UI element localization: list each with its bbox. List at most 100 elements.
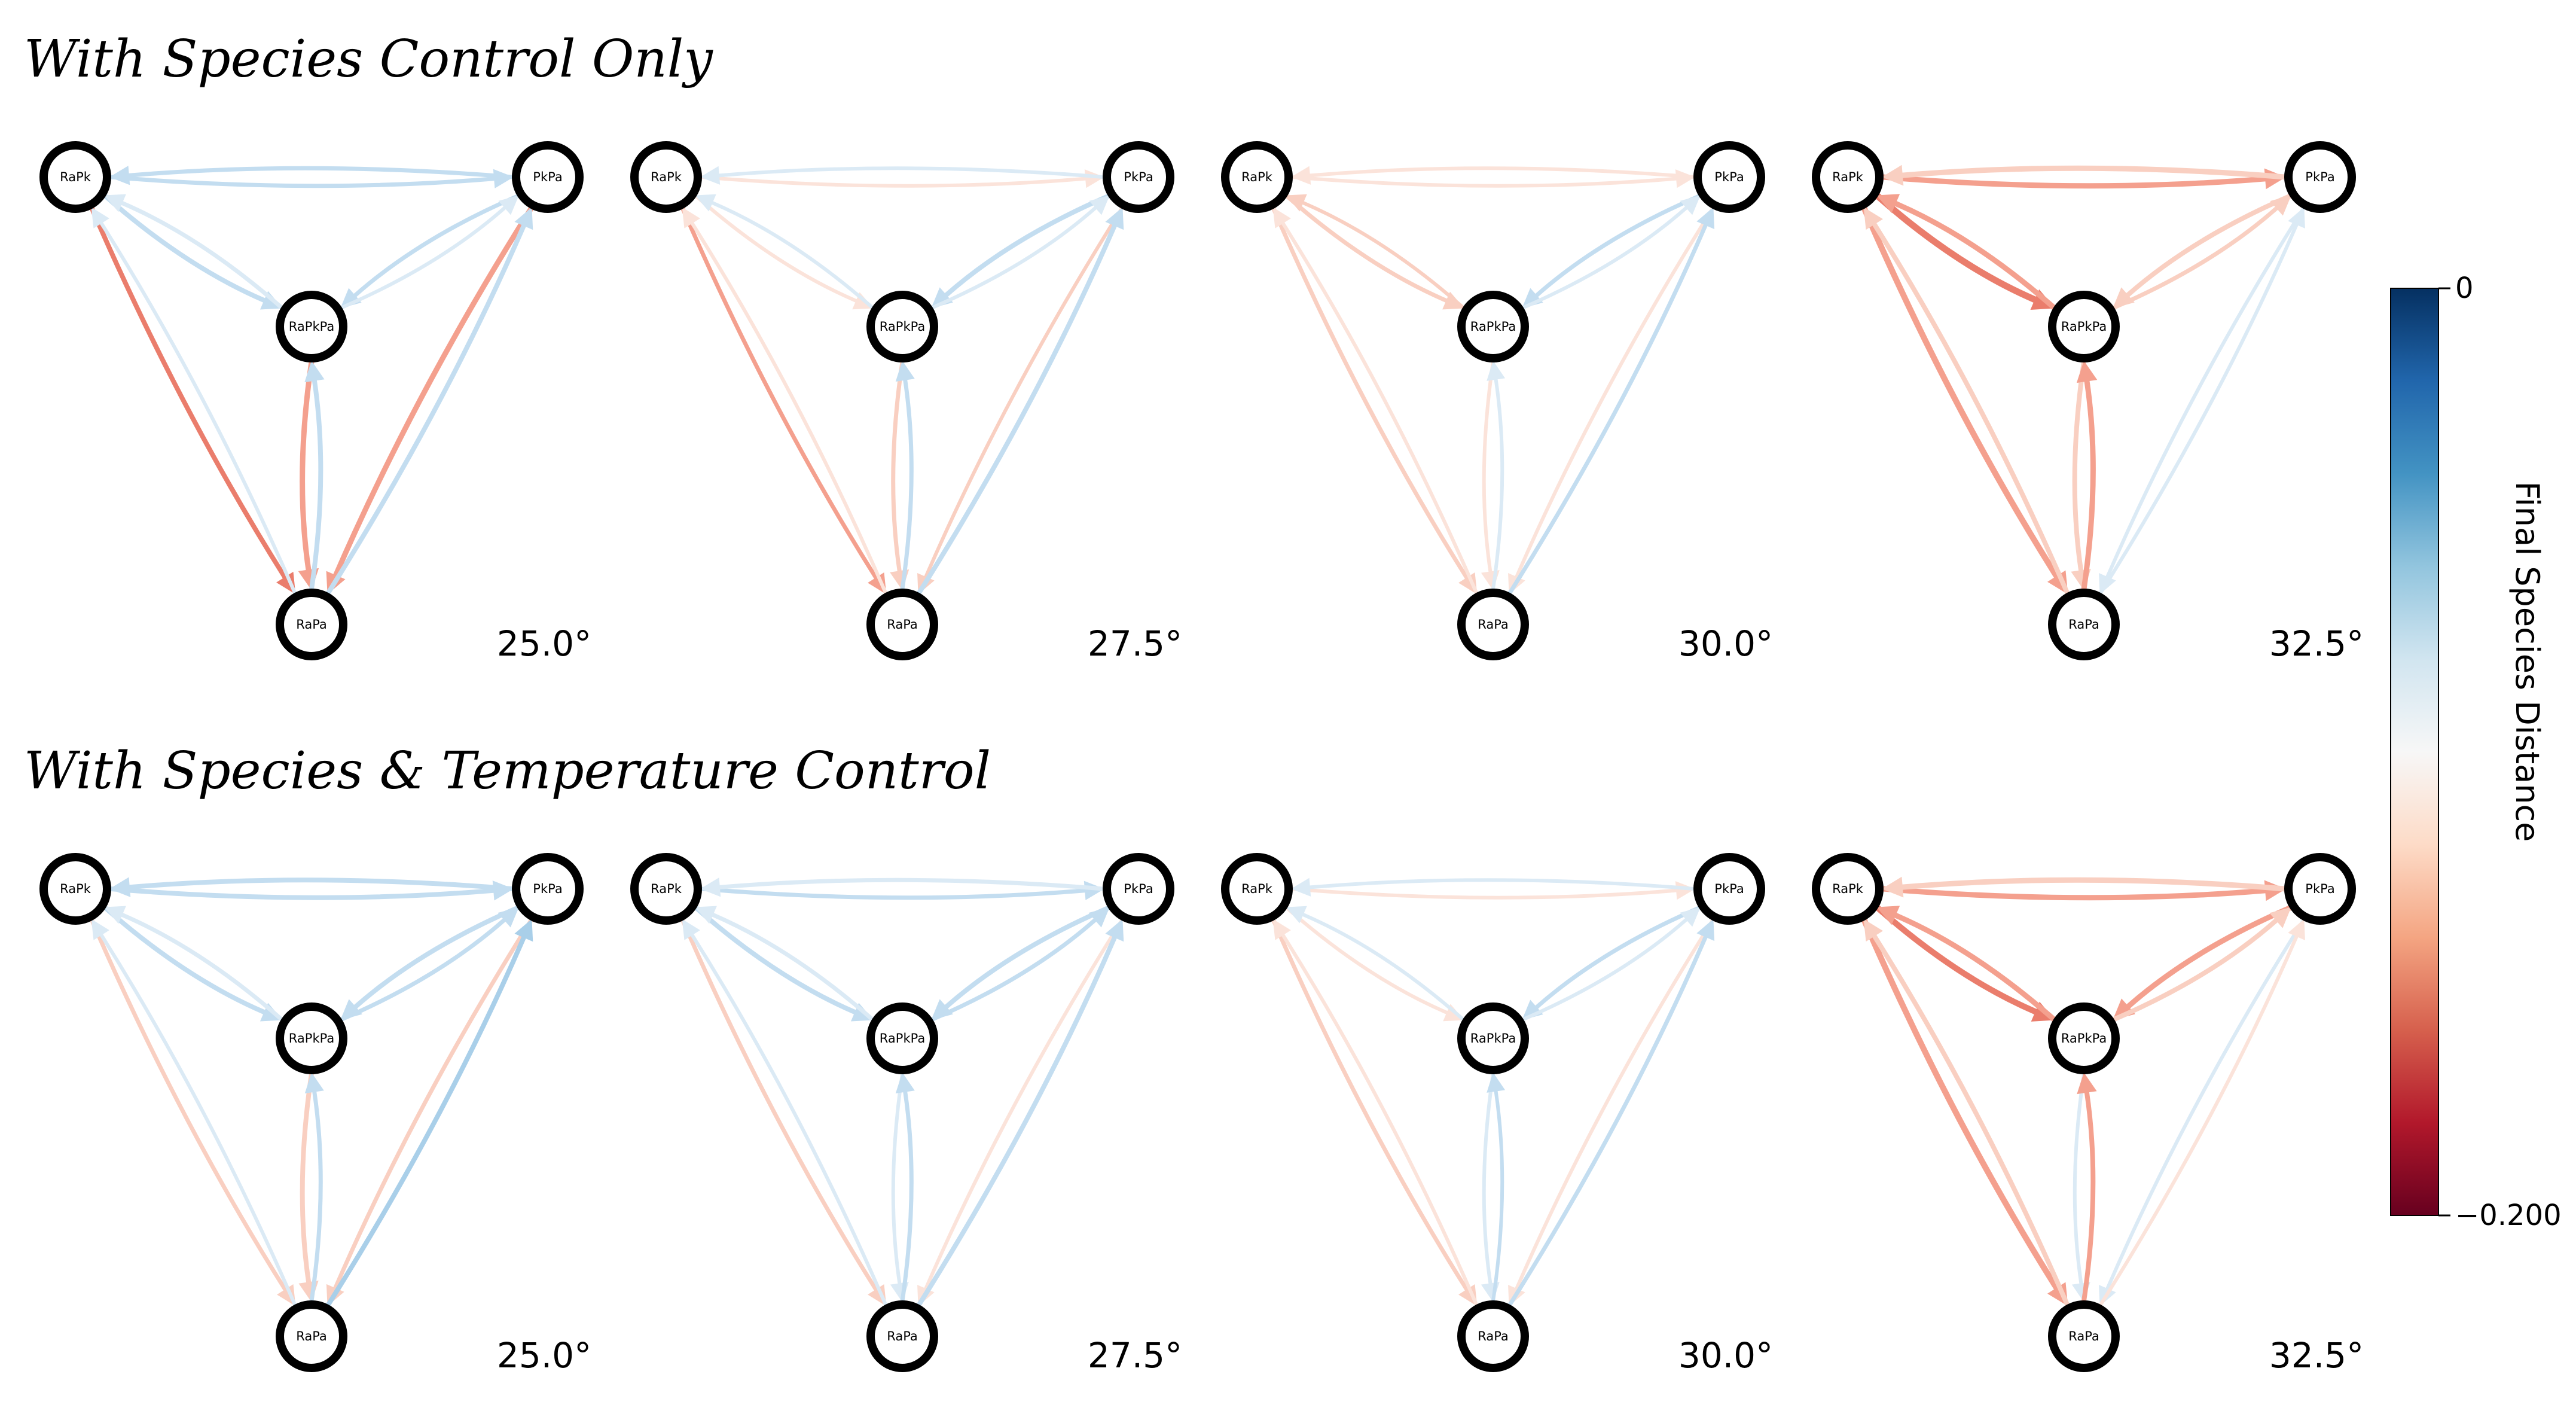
node-label: RaPk [1241, 882, 1273, 896]
edge-rapa-to-pkpa [325, 919, 533, 1308]
edge-pkpa-to-rapkpa-line [353, 905, 521, 1010]
edge-rapkpa-to-rapk-head [104, 906, 126, 924]
edge-pkpa-to-rapkpa [2113, 905, 2293, 1020]
edge-rapk-to-rapa-line [680, 206, 878, 580]
edge-pkpa-to-rapkpa [340, 905, 521, 1020]
node-circle [39, 141, 111, 213]
node-circle [2048, 589, 2120, 660]
edge-rapa-to-pkpa-head [1696, 207, 1715, 230]
node-rapa: RaPa [276, 589, 347, 660]
edge-rapkpa-to-pkpa-line [930, 206, 1097, 310]
edge-pkpa-to-rapkpa [931, 905, 1112, 1020]
node-rapk: RaPk [630, 853, 702, 925]
edge-pkpa-to-rapkpa [2113, 193, 2293, 309]
temperature-label: 25.0° [497, 1335, 591, 1376]
edge-rapk-to-rapkpa-line [693, 905, 857, 1015]
node-circle [1693, 853, 1765, 925]
node-circle [276, 589, 347, 660]
edge-pkpa-to-rapa-line [333, 918, 533, 1290]
edge-rapkpa-to-rapa-line [891, 1072, 904, 1285]
edge-rapk-to-rapa-line [1861, 205, 2060, 580]
edge-rapa-to-rapk [91, 919, 297, 1307]
edge-rapkpa-to-pkpa-line [1521, 918, 1688, 1022]
edge-rapa-to-rapk [91, 207, 297, 595]
node-rapkpa: RaPkPa [1457, 1002, 1529, 1074]
node-label: PkPa [1714, 882, 1744, 896]
edge-rapkpa-to-pkpa [339, 195, 519, 310]
node-label: RaPa [2068, 1329, 2099, 1343]
edge-rapkpa-to-rapk [695, 906, 875, 1022]
edge-pkpa-to-rapk-head [1291, 166, 1311, 185]
edge-pkpa-to-rapa-line [1515, 918, 1715, 1291]
edge-rapa-to-rapk [682, 919, 888, 1307]
edge-pkpa-to-rapkpa [340, 194, 520, 309]
edge-rapa-to-rapkpa-line [309, 1090, 323, 1303]
edge-rapa-to-rapkpa-line [309, 378, 323, 592]
temperature-label: 27.5° [1088, 1335, 1182, 1376]
edge-rapa-to-rapkpa-head [2077, 1072, 2097, 1095]
node-label: RaPk [1832, 170, 1864, 184]
edge-rapkpa-to-pkpa-head [498, 195, 519, 215]
edge-rapk-to-rapkpa-line [102, 905, 267, 1015]
colorbar-min-label: −0.200 [2455, 1199, 2562, 1232]
node-circle [1457, 589, 1529, 660]
node-rapa: RaPa [866, 589, 938, 660]
edge-pkpa-to-rapk-head [1882, 876, 1904, 898]
edge-pkpa-to-rapa-line [924, 918, 1124, 1291]
node-rapa: RaPa [866, 1300, 938, 1372]
edge-rapa-to-rapk [1863, 207, 2070, 596]
node-label: RaPk [60, 882, 91, 896]
edge-rapkpa-to-rapk [1286, 194, 1466, 310]
edge-rapa-to-rapkpa [895, 361, 915, 592]
edge-pkpa-to-rapkpa-head [1522, 1000, 1543, 1020]
edge-rapkpa-to-pkpa-line [2111, 918, 2279, 1022]
edge-rapkpa-to-pkpa [1521, 907, 1701, 1022]
edge-rapa-to-pkpa [325, 207, 533, 596]
panel-r1-c3: RaPk PkPa RaPkPa RaPa 32.5° [1812, 853, 2364, 1376]
node-label: RaPa [1478, 617, 1509, 632]
node-circle [630, 853, 702, 925]
node-rapk: RaPk [1812, 853, 1884, 925]
edge-rapkpa-to-rapa-line [2073, 1072, 2086, 1285]
node-circle [1221, 141, 1293, 213]
panel-r1-c0: RaPk PkPa RaPkPa RaPa 25.0° [39, 853, 591, 1376]
edge-rapkpa-to-pkpa-head [1088, 907, 1110, 928]
panel-r0-c0: RaPk PkPa RaPkPa RaPa 25.0° [39, 141, 591, 664]
edge-pkpa-to-rapk-line [1308, 166, 1696, 179]
edge-rapa-to-rapk-line [1872, 222, 2070, 596]
node-pkpa: PkPa [512, 141, 584, 213]
edge-rapkpa-to-pkpa-line [339, 918, 506, 1022]
edge-rapk-to-rapa [90, 918, 296, 1306]
edge-pkpa-to-rapkpa-head [931, 287, 953, 309]
edge-pkpa-to-rapkpa-line [944, 193, 1112, 298]
node-label: PkPa [1124, 882, 1153, 896]
edge-pkpa-to-rapk [1882, 876, 2288, 898]
edge-rapa-to-rapkpa-head [304, 1072, 324, 1094]
row-title-species-only: With Species Control Only [24, 29, 713, 89]
edge-rapkpa-to-rapa-line [1482, 1072, 1495, 1285]
node-label: RaPkPa [289, 1031, 334, 1046]
edge-rapa-to-rapkpa [2076, 361, 2098, 592]
edge-rapkpa-to-rapk-line [710, 201, 875, 310]
edge-rapa-to-pkpa [2098, 919, 2305, 1307]
temperature-label: 32.5° [2269, 1335, 2364, 1376]
node-label: PkPa [1714, 170, 1744, 184]
edge-rapkpa-to-rapk-line [1893, 200, 2057, 310]
edge-rapa-to-rapkpa-head [1487, 1072, 1506, 1093]
edge-pkpa-to-rapk-line [127, 166, 515, 179]
edge-pkpa-to-rapk-line [1900, 877, 2288, 892]
edge-rapa-to-rapk-line [690, 933, 888, 1307]
edge-pkpa-to-rapk-head [700, 877, 721, 897]
edge-rapa-to-rapkpa-line [2081, 1090, 2096, 1303]
colorbar-bar [2390, 288, 2439, 1216]
edge-rapa-to-rapk-line [99, 221, 297, 595]
edge-rapk-to-rapa-line [90, 918, 288, 1292]
node-label: PkPa [1124, 170, 1153, 184]
edge-rapk-to-pkpa-head [1084, 169, 1104, 188]
edge-rapk-to-pkpa-line [1880, 886, 2268, 901]
edge-rapkpa-to-rapk-line [1301, 201, 1466, 310]
edge-pkpa-to-rapk-head [700, 166, 721, 185]
edge-rapa-to-rapkpa [2077, 1072, 2097, 1303]
edge-rapkpa-to-rapk-line [1301, 913, 1466, 1022]
